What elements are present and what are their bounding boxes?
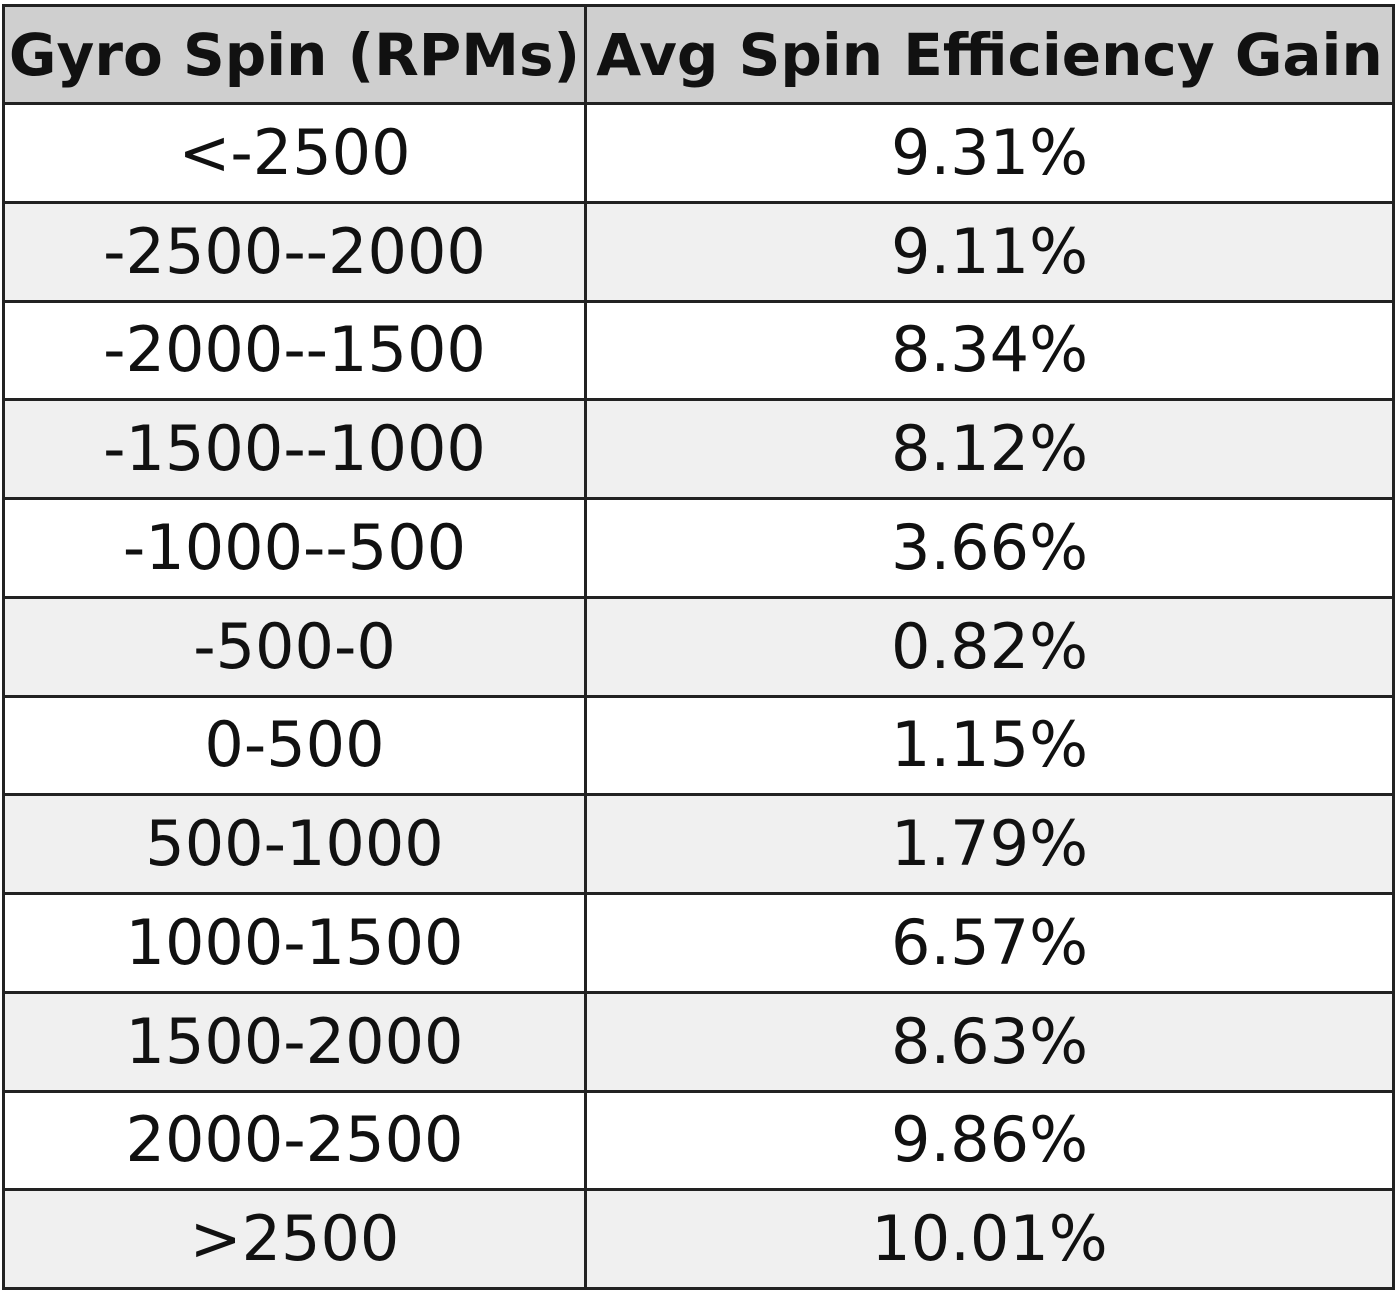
header-avg-spin-efficiency-gain: Avg Spin Efficiency Gain bbox=[584, 4, 1395, 105]
header-row: Gyro Spin (RPMs) Avg Spin Efficiency Gai… bbox=[2, 4, 1395, 105]
spin-efficiency-gain-cell: 3.66% bbox=[584, 497, 1395, 599]
table-row: -1000--500 3.66% bbox=[2, 497, 1395, 599]
spin-efficiency-table: Gyro Spin (RPMs) Avg Spin Efficiency Gai… bbox=[2, 4, 1395, 1290]
table-header: Gyro Spin (RPMs) Avg Spin Efficiency Gai… bbox=[2, 4, 1395, 105]
gyro-spin-range-cell: -2000--1500 bbox=[2, 299, 587, 402]
spin-efficiency-gain-cell: 9.31% bbox=[584, 102, 1395, 204]
spin-efficiency-gain-cell: 8.34% bbox=[584, 299, 1395, 402]
spin-efficiency-gain-cell: 10.01% bbox=[584, 1188, 1395, 1290]
table-row: -2000--1500 8.34% bbox=[2, 299, 1395, 402]
gyro-spin-range-cell: 1500-2000 bbox=[2, 990, 587, 1093]
gyro-spin-range-cell: 2000-2500 bbox=[2, 1089, 587, 1192]
spin-efficiency-gain-cell: 6.57% bbox=[584, 892, 1395, 994]
table-row: -1500--1000 8.12% bbox=[2, 398, 1395, 500]
gyro-spin-range-cell: -2500--2000 bbox=[2, 200, 587, 303]
table-row: >2500 10.01% bbox=[2, 1188, 1395, 1290]
spin-efficiency-gain-cell: 9.86% bbox=[584, 1089, 1395, 1192]
gyro-spin-range-cell: 500-1000 bbox=[2, 793, 587, 895]
spin-efficiency-gain-cell: 8.63% bbox=[584, 990, 1395, 1093]
table-row: 0-500 1.15% bbox=[2, 694, 1395, 797]
gyro-spin-range-cell: -1500--1000 bbox=[2, 398, 587, 500]
header-gyro-spin: Gyro Spin (RPMs) bbox=[2, 4, 587, 105]
gyro-spin-range-cell: -500-0 bbox=[2, 595, 587, 698]
table-row: 2000-2500 9.86% bbox=[2, 1089, 1395, 1192]
spin-efficiency-gain-cell: 9.11% bbox=[584, 200, 1395, 303]
gyro-spin-range-cell: 0-500 bbox=[2, 694, 587, 797]
spin-efficiency-gain-cell: 1.15% bbox=[584, 694, 1395, 797]
table-row: 500-1000 1.79% bbox=[2, 793, 1395, 895]
spin-efficiency-gain-cell: 0.82% bbox=[584, 595, 1395, 698]
spin-efficiency-table-container: Gyro Spin (RPMs) Avg Spin Efficiency Gai… bbox=[2, 4, 1395, 1290]
table-row: -2500--2000 9.11% bbox=[2, 200, 1395, 303]
table-body: <-2500 9.31% -2500--2000 9.11% -2000--1500 8.… bbox=[2, 102, 1395, 1290]
spin-efficiency-gain-cell: 8.12% bbox=[584, 398, 1395, 500]
gyro-spin-range-cell: >2500 bbox=[2, 1188, 587, 1290]
table-row: -500-0 0.82% bbox=[2, 595, 1395, 698]
gyro-spin-range-cell: <-2500 bbox=[2, 102, 587, 204]
gyro-spin-range-cell: 1000-1500 bbox=[2, 892, 587, 994]
spin-efficiency-gain-cell: 1.79% bbox=[584, 793, 1395, 895]
table-row: 1500-2000 8.63% bbox=[2, 990, 1395, 1093]
table-row: <-2500 9.31% bbox=[2, 102, 1395, 204]
gyro-spin-range-cell: -1000--500 bbox=[2, 497, 587, 599]
table-row: 1000-1500 6.57% bbox=[2, 892, 1395, 994]
